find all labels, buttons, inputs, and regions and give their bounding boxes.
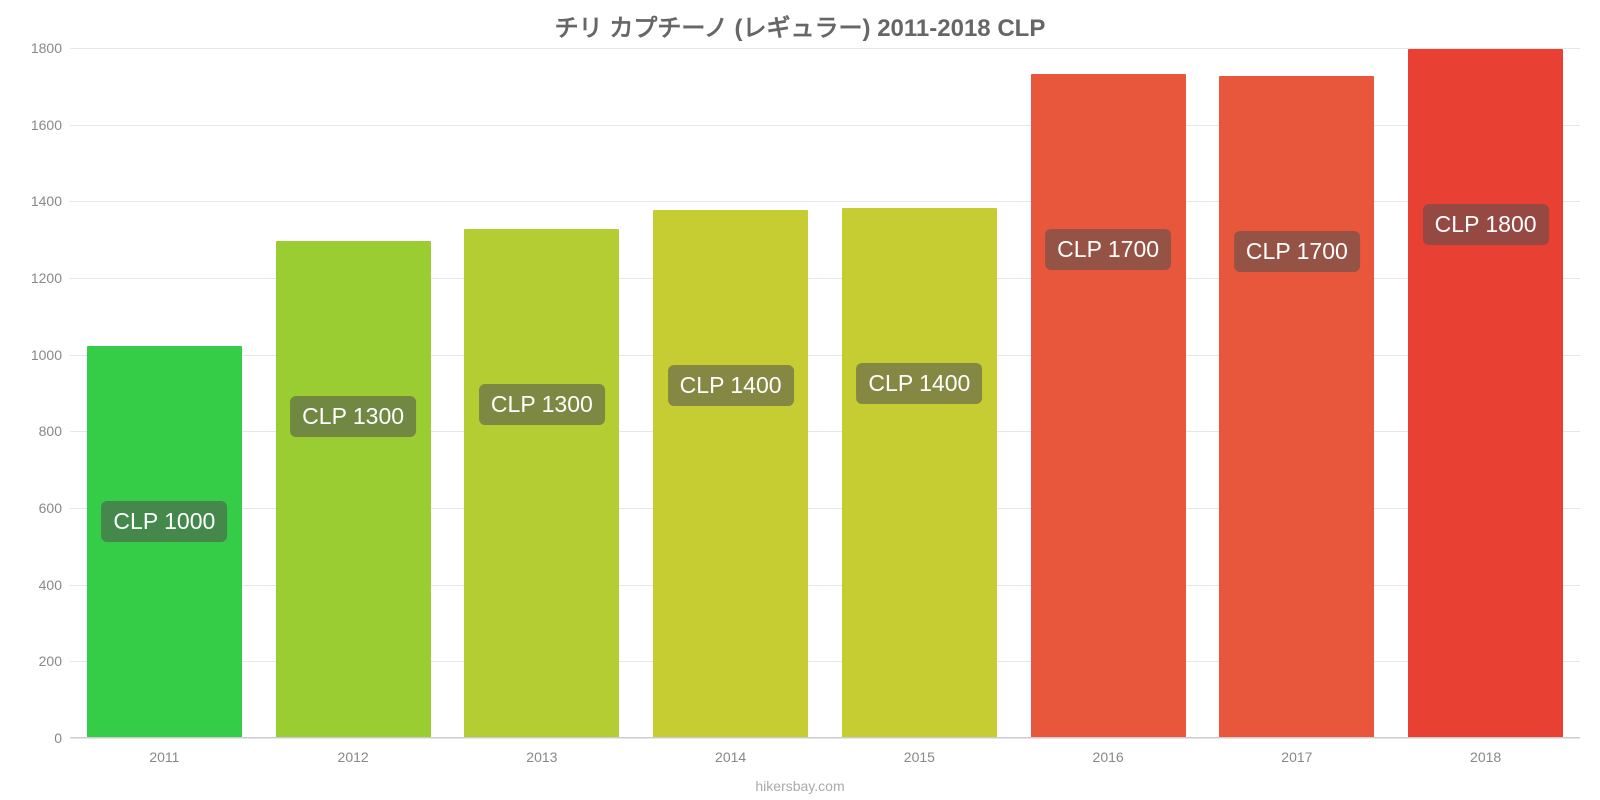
bar-value-label: CLP 1300 bbox=[290, 396, 416, 437]
y-tick-label: 400 bbox=[39, 577, 70, 593]
bar: CLP 1700 bbox=[1031, 74, 1186, 737]
gridline bbox=[70, 738, 1580, 739]
bar-slot: CLP 17002017 bbox=[1203, 48, 1392, 737]
bar: CLP 1400 bbox=[653, 210, 808, 737]
chart-footer: hikersbay.com bbox=[0, 778, 1600, 794]
x-tick-label: 2014 bbox=[715, 737, 746, 765]
bar: CLP 1000 bbox=[87, 346, 242, 737]
x-tick-label: 2011 bbox=[149, 737, 179, 765]
bar: CLP 1800 bbox=[1408, 49, 1563, 737]
y-tick-label: 1800 bbox=[31, 40, 70, 56]
bar-value-label: CLP 1700 bbox=[1234, 231, 1360, 272]
x-tick-label: 2016 bbox=[1093, 737, 1124, 765]
bar-slot: CLP 17002016 bbox=[1014, 48, 1203, 737]
bar-slot: CLP 13002013 bbox=[448, 48, 637, 737]
bar: CLP 1700 bbox=[1219, 76, 1374, 737]
bar-slot: CLP 18002018 bbox=[1391, 48, 1580, 737]
y-tick-label: 1600 bbox=[31, 117, 70, 133]
bar-value-label: CLP 1700 bbox=[1045, 229, 1171, 270]
bars-group: CLP 10002011CLP 13002012CLP 13002013CLP … bbox=[70, 48, 1580, 737]
x-tick-label: 2015 bbox=[904, 737, 935, 765]
bar-slot: CLP 10002011 bbox=[70, 48, 259, 737]
bar: CLP 1300 bbox=[276, 241, 431, 737]
chart-title: チリ カプチーノ (レギュラー) 2011-2018 CLP bbox=[0, 8, 1600, 43]
plot-area: 020040060080010001200140016001800CLP 100… bbox=[70, 48, 1580, 738]
bar-slot: CLP 14002014 bbox=[636, 48, 825, 737]
y-tick-label: 200 bbox=[39, 653, 70, 669]
bar-value-label: CLP 1300 bbox=[479, 384, 605, 425]
x-tick-label: 2018 bbox=[1470, 737, 1501, 765]
bar-value-label: CLP 1400 bbox=[856, 363, 982, 404]
chart-container: チリ カプチーノ (レギュラー) 2011-2018 CLP 020040060… bbox=[0, 0, 1600, 800]
y-tick-label: 1400 bbox=[31, 193, 70, 209]
bar-slot: CLP 14002015 bbox=[825, 48, 1014, 737]
bar-slot: CLP 13002012 bbox=[259, 48, 448, 737]
bar-value-label: CLP 1000 bbox=[101, 501, 227, 542]
x-tick-label: 2013 bbox=[526, 737, 557, 765]
y-tick-label: 1000 bbox=[31, 347, 70, 363]
bar: CLP 1300 bbox=[464, 229, 619, 737]
x-tick-label: 2017 bbox=[1281, 737, 1312, 765]
y-tick-label: 800 bbox=[39, 423, 70, 439]
bar-value-label: CLP 1800 bbox=[1423, 204, 1549, 245]
y-tick-label: 0 bbox=[54, 730, 70, 746]
bar-value-label: CLP 1400 bbox=[668, 365, 794, 406]
y-tick-label: 1200 bbox=[31, 270, 70, 286]
x-tick-label: 2012 bbox=[338, 737, 369, 765]
bar: CLP 1400 bbox=[842, 208, 997, 737]
y-tick-label: 600 bbox=[39, 500, 70, 516]
